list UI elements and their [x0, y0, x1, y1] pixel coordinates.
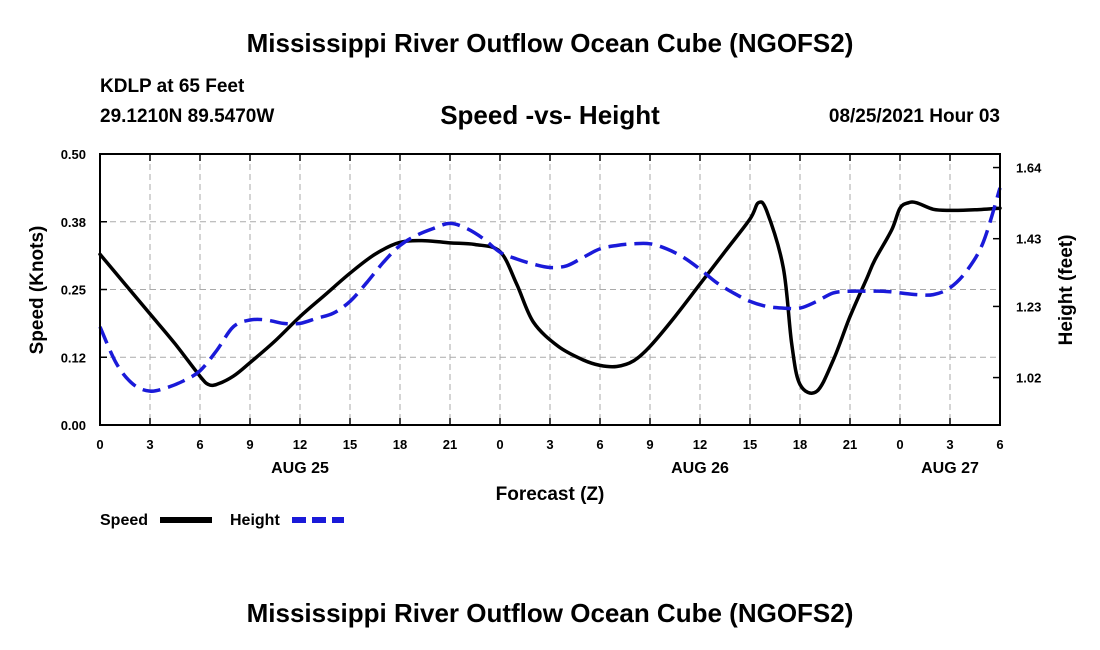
chart-subtitle: Speed -vs- Height — [440, 100, 660, 130]
axis-labels: 0 3 6 9 12 15 18 21 0 3 6 9 12 15 18 21 0 3 6 0.00 0.12 0.25 0… — [61, 147, 1042, 477]
x-tick-label: 15 — [343, 437, 357, 452]
x-tick-label: 3 — [946, 437, 953, 452]
legend-label-speed: Speed — [100, 512, 148, 529]
x-tick-label: 18 — [393, 437, 407, 452]
date-label: AUG 26 — [671, 460, 729, 477]
x-tick-label: 6 — [596, 437, 603, 452]
y-tick-label: 0.50 — [61, 147, 86, 162]
y2-tick-label: 1.02 — [1016, 371, 1041, 386]
series-line-speed — [98, 200, 1002, 395]
date-label: AUG 25 — [271, 460, 329, 477]
x-tick-label: 3 — [146, 437, 153, 452]
x-tick-label: 0 — [896, 437, 903, 452]
series-lines — [98, 187, 1002, 395]
y2-tick-label: 1.23 — [1016, 299, 1041, 314]
x-tick-label: 9 — [246, 437, 253, 452]
date-label: AUG 27 — [921, 460, 979, 477]
forecast-datetime: 08/25/2021 Hour 03 — [828, 106, 1000, 127]
y-tick-label: 0.00 — [61, 418, 86, 433]
y2-tick-label: 1.43 — [1016, 232, 1041, 247]
x-tick-label: 12 — [293, 437, 307, 452]
legend: Speed Height — [100, 512, 344, 529]
x-tick-label: 6 — [196, 437, 203, 452]
x-axis-title: Forecast (Z) — [496, 484, 605, 505]
chart-title: Mississippi River Outflow Ocean Cube (NG… — [246, 28, 854, 58]
y-axis-title: Speed (Knots) — [27, 226, 48, 355]
y2-axis-title: Height (feet) — [1056, 235, 1077, 346]
series-line-height — [98, 187, 1002, 393]
station-label: KDLP at 65 Feet — [100, 76, 245, 97]
x-tick-label: 0 — [496, 437, 503, 452]
x-tick-label: 18 — [793, 437, 807, 452]
station-coordinates: 29.1210N 89.5470W — [100, 106, 275, 127]
x-tick-label: 21 — [843, 437, 857, 452]
x-tick-label: 15 — [743, 437, 757, 452]
y-tick-label: 0.25 — [61, 283, 86, 298]
x-tick-label: 9 — [646, 437, 653, 452]
y-tick-label: 0.12 — [61, 350, 86, 365]
x-tick-label: 21 — [443, 437, 457, 452]
x-tick-label: 0 — [96, 437, 103, 452]
y2-tick-label: 1.64 — [1016, 161, 1042, 176]
x-tick-label: 12 — [693, 437, 707, 452]
x-tick-label: 3 — [546, 437, 553, 452]
footer-title: Mississippi River Outflow Ocean Cube (NG… — [246, 598, 854, 628]
x-tick-label: 6 — [996, 437, 1003, 452]
grid-lines — [100, 154, 1000, 425]
legend-label-height: Height — [230, 512, 280, 529]
y-tick-label: 0.38 — [61, 215, 86, 230]
axis-ticks — [99, 153, 1001, 426]
